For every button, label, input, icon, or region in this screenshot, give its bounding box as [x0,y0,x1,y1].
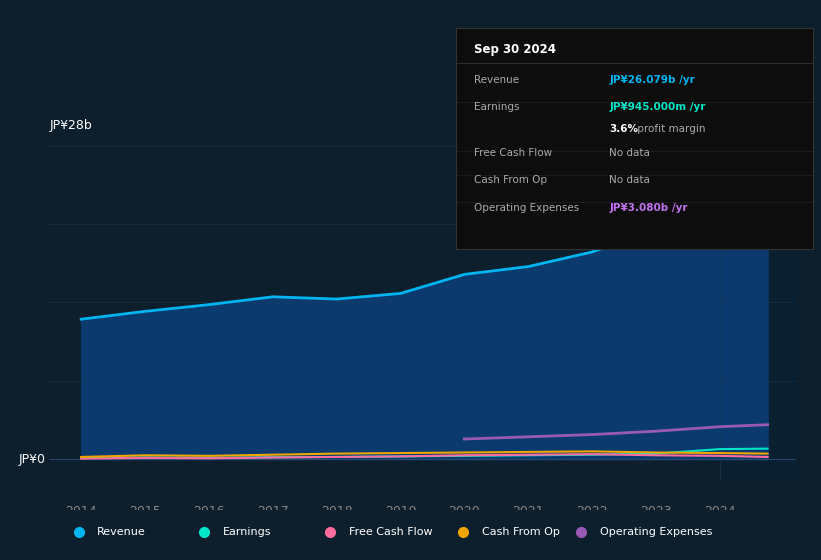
Text: 2020: 2020 [448,505,480,518]
Text: profit margin: profit margin [635,124,706,134]
Text: 3.6%: 3.6% [609,124,638,134]
Text: No data: No data [609,175,650,185]
Text: Cash From Op: Cash From Op [482,527,559,537]
Text: Operating Expenses: Operating Expenses [600,527,712,537]
Text: JP¥945.000m /yr: JP¥945.000m /yr [609,101,705,111]
Text: Earnings: Earnings [223,527,272,537]
Text: 2021: 2021 [512,505,544,518]
Text: Sep 30 2024: Sep 30 2024 [474,44,556,57]
Text: Cash From Op: Cash From Op [474,175,547,185]
Text: Revenue: Revenue [474,75,519,85]
Text: Earnings: Earnings [474,101,519,111]
Text: Operating Expenses: Operating Expenses [474,203,579,213]
Text: 2023: 2023 [640,505,672,518]
Text: 2017: 2017 [257,505,289,518]
Bar [720,146,796,482]
Text: 2022: 2022 [576,505,608,518]
Text: Free Cash Flow: Free Cash Flow [349,527,432,537]
Text: 2019: 2019 [385,505,416,518]
Text: 2016: 2016 [193,505,225,518]
Text: JP¥26.079b /yr: JP¥26.079b /yr [609,75,695,85]
Text: 2024: 2024 [704,505,736,518]
Text: 2015: 2015 [129,505,161,518]
Text: Revenue: Revenue [98,527,146,537]
Text: JP¥0: JP¥0 [19,452,45,466]
Text: Free Cash Flow: Free Cash Flow [474,148,552,158]
Text: No data: No data [609,148,650,158]
Text: JP¥28b: JP¥28b [49,119,92,132]
Text: JP¥3.080b /yr: JP¥3.080b /yr [609,203,688,213]
Text: 2014: 2014 [66,505,97,518]
Text: 2018: 2018 [321,505,352,518]
